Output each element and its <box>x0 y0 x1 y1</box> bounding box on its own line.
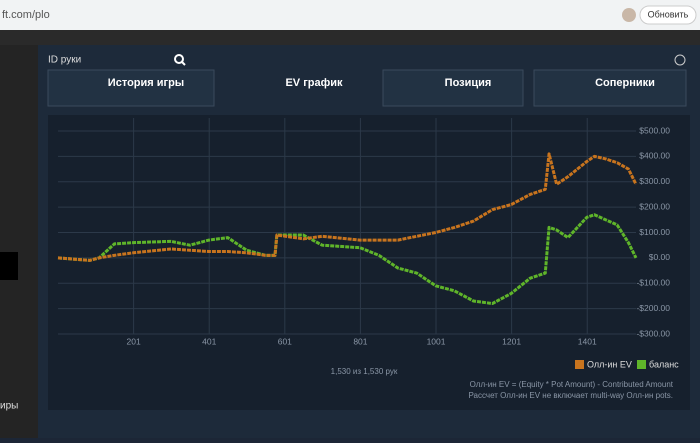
x-tick-label: 1001 <box>427 336 446 346</box>
y-tick-label: $500.00 <box>639 125 670 135</box>
update-label[interactable]: Обновить <box>648 9 689 19</box>
series-line <box>57 152 638 262</box>
tab-label[interactable]: EV график <box>285 77 343 89</box>
tab-label[interactable]: История игры <box>108 77 184 89</box>
y-tick-label: $100.00 <box>639 227 670 237</box>
tab[interactable] <box>533 69 687 107</box>
y-tick-label: $200.00 <box>639 201 670 211</box>
x-tick-label: 801 <box>353 336 367 346</box>
x-tick-label: 201 <box>127 336 141 346</box>
count-label: 1,530 из 1,530 рук <box>331 367 398 376</box>
search-input[interactable]: ID руки <box>48 55 81 66</box>
note: Олл-ин EV = (Equity * Pot Amount) - Cont… <box>470 380 674 389</box>
search-icon[interactable] <box>174 54 184 64</box>
tab-label[interactable]: Соперники <box>595 77 655 89</box>
y-tick-label: $0.00 <box>649 252 671 262</box>
y-tick-label: -$200.00 <box>636 303 670 313</box>
y-tick-label: $300.00 <box>639 176 670 186</box>
x-tick-label: 401 <box>202 336 216 346</box>
series-line <box>57 213 638 306</box>
y-tick-label: -$100.00 <box>636 278 670 288</box>
note: Рассчет Олл-ин EV не включает multi-way … <box>468 391 673 400</box>
legend-label[interactable]: Олл-ин EV <box>587 359 632 369</box>
y-tick-label: -$300.00 <box>636 328 670 338</box>
legend-swatch[interactable] <box>575 360 584 369</box>
toolbar <box>0 30 700 45</box>
avatar[interactable] <box>622 8 636 22</box>
globe-icon[interactable] <box>674 54 686 66</box>
url[interactable]: ft.com/plo <box>2 9 50 21</box>
sidebar-item[interactable] <box>0 252 18 280</box>
browser-bar <box>0 0 700 30</box>
sidebar <box>0 45 38 438</box>
x-tick-label: 1401 <box>578 336 597 346</box>
legend-swatch[interactable] <box>637 360 646 369</box>
x-tick-label: 1201 <box>502 336 521 346</box>
tab[interactable] <box>382 69 524 107</box>
y-tick-label: $400.00 <box>639 151 670 161</box>
tab-label[interactable]: Позиция <box>445 77 492 89</box>
sidebar-text: иры <box>0 401 18 412</box>
tab[interactable] <box>47 69 215 107</box>
x-tick-label: 601 <box>278 336 292 346</box>
tab[interactable] <box>226 70 372 106</box>
legend-label[interactable]: баланс <box>649 359 679 369</box>
update-button[interactable] <box>639 5 697 25</box>
